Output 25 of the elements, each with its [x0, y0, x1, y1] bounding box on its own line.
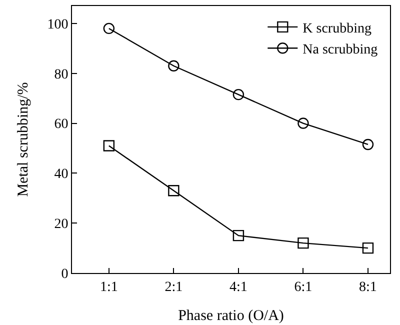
point [362, 242, 374, 254]
point [298, 237, 309, 249]
x-axis-title: Phase ratio (O/A) [178, 308, 284, 324]
x-tick-label: 1:1 [100, 280, 118, 295]
y-tick-label: 0 [61, 266, 68, 282]
y-tick-label: 20 [54, 216, 68, 232]
point [298, 118, 309, 129]
point [362, 138, 374, 150]
y-tick-label: 100 [47, 17, 68, 32]
y-tick-label: 80 [54, 67, 68, 82]
y-axis-title: Metal scrubbing/% [15, 82, 32, 197]
x-tick-label: 4:1 [230, 280, 248, 295]
x-tick-label: 8:1 [359, 280, 377, 295]
point [168, 185, 180, 196]
y-tick-label: 60 [54, 117, 68, 132]
x-tick-label: 6:1 [294, 280, 312, 295]
y-tick-label: 40 [54, 167, 68, 182]
point [103, 140, 115, 152]
point [232, 230, 244, 242]
legend-label: Na scrubbing [302, 42, 378, 58]
legend-label: K scrubbing [302, 21, 372, 36]
point [232, 88, 244, 100]
point [168, 60, 180, 72]
x-tick-label: 2:1 [164, 280, 183, 295]
point [103, 22, 115, 34]
